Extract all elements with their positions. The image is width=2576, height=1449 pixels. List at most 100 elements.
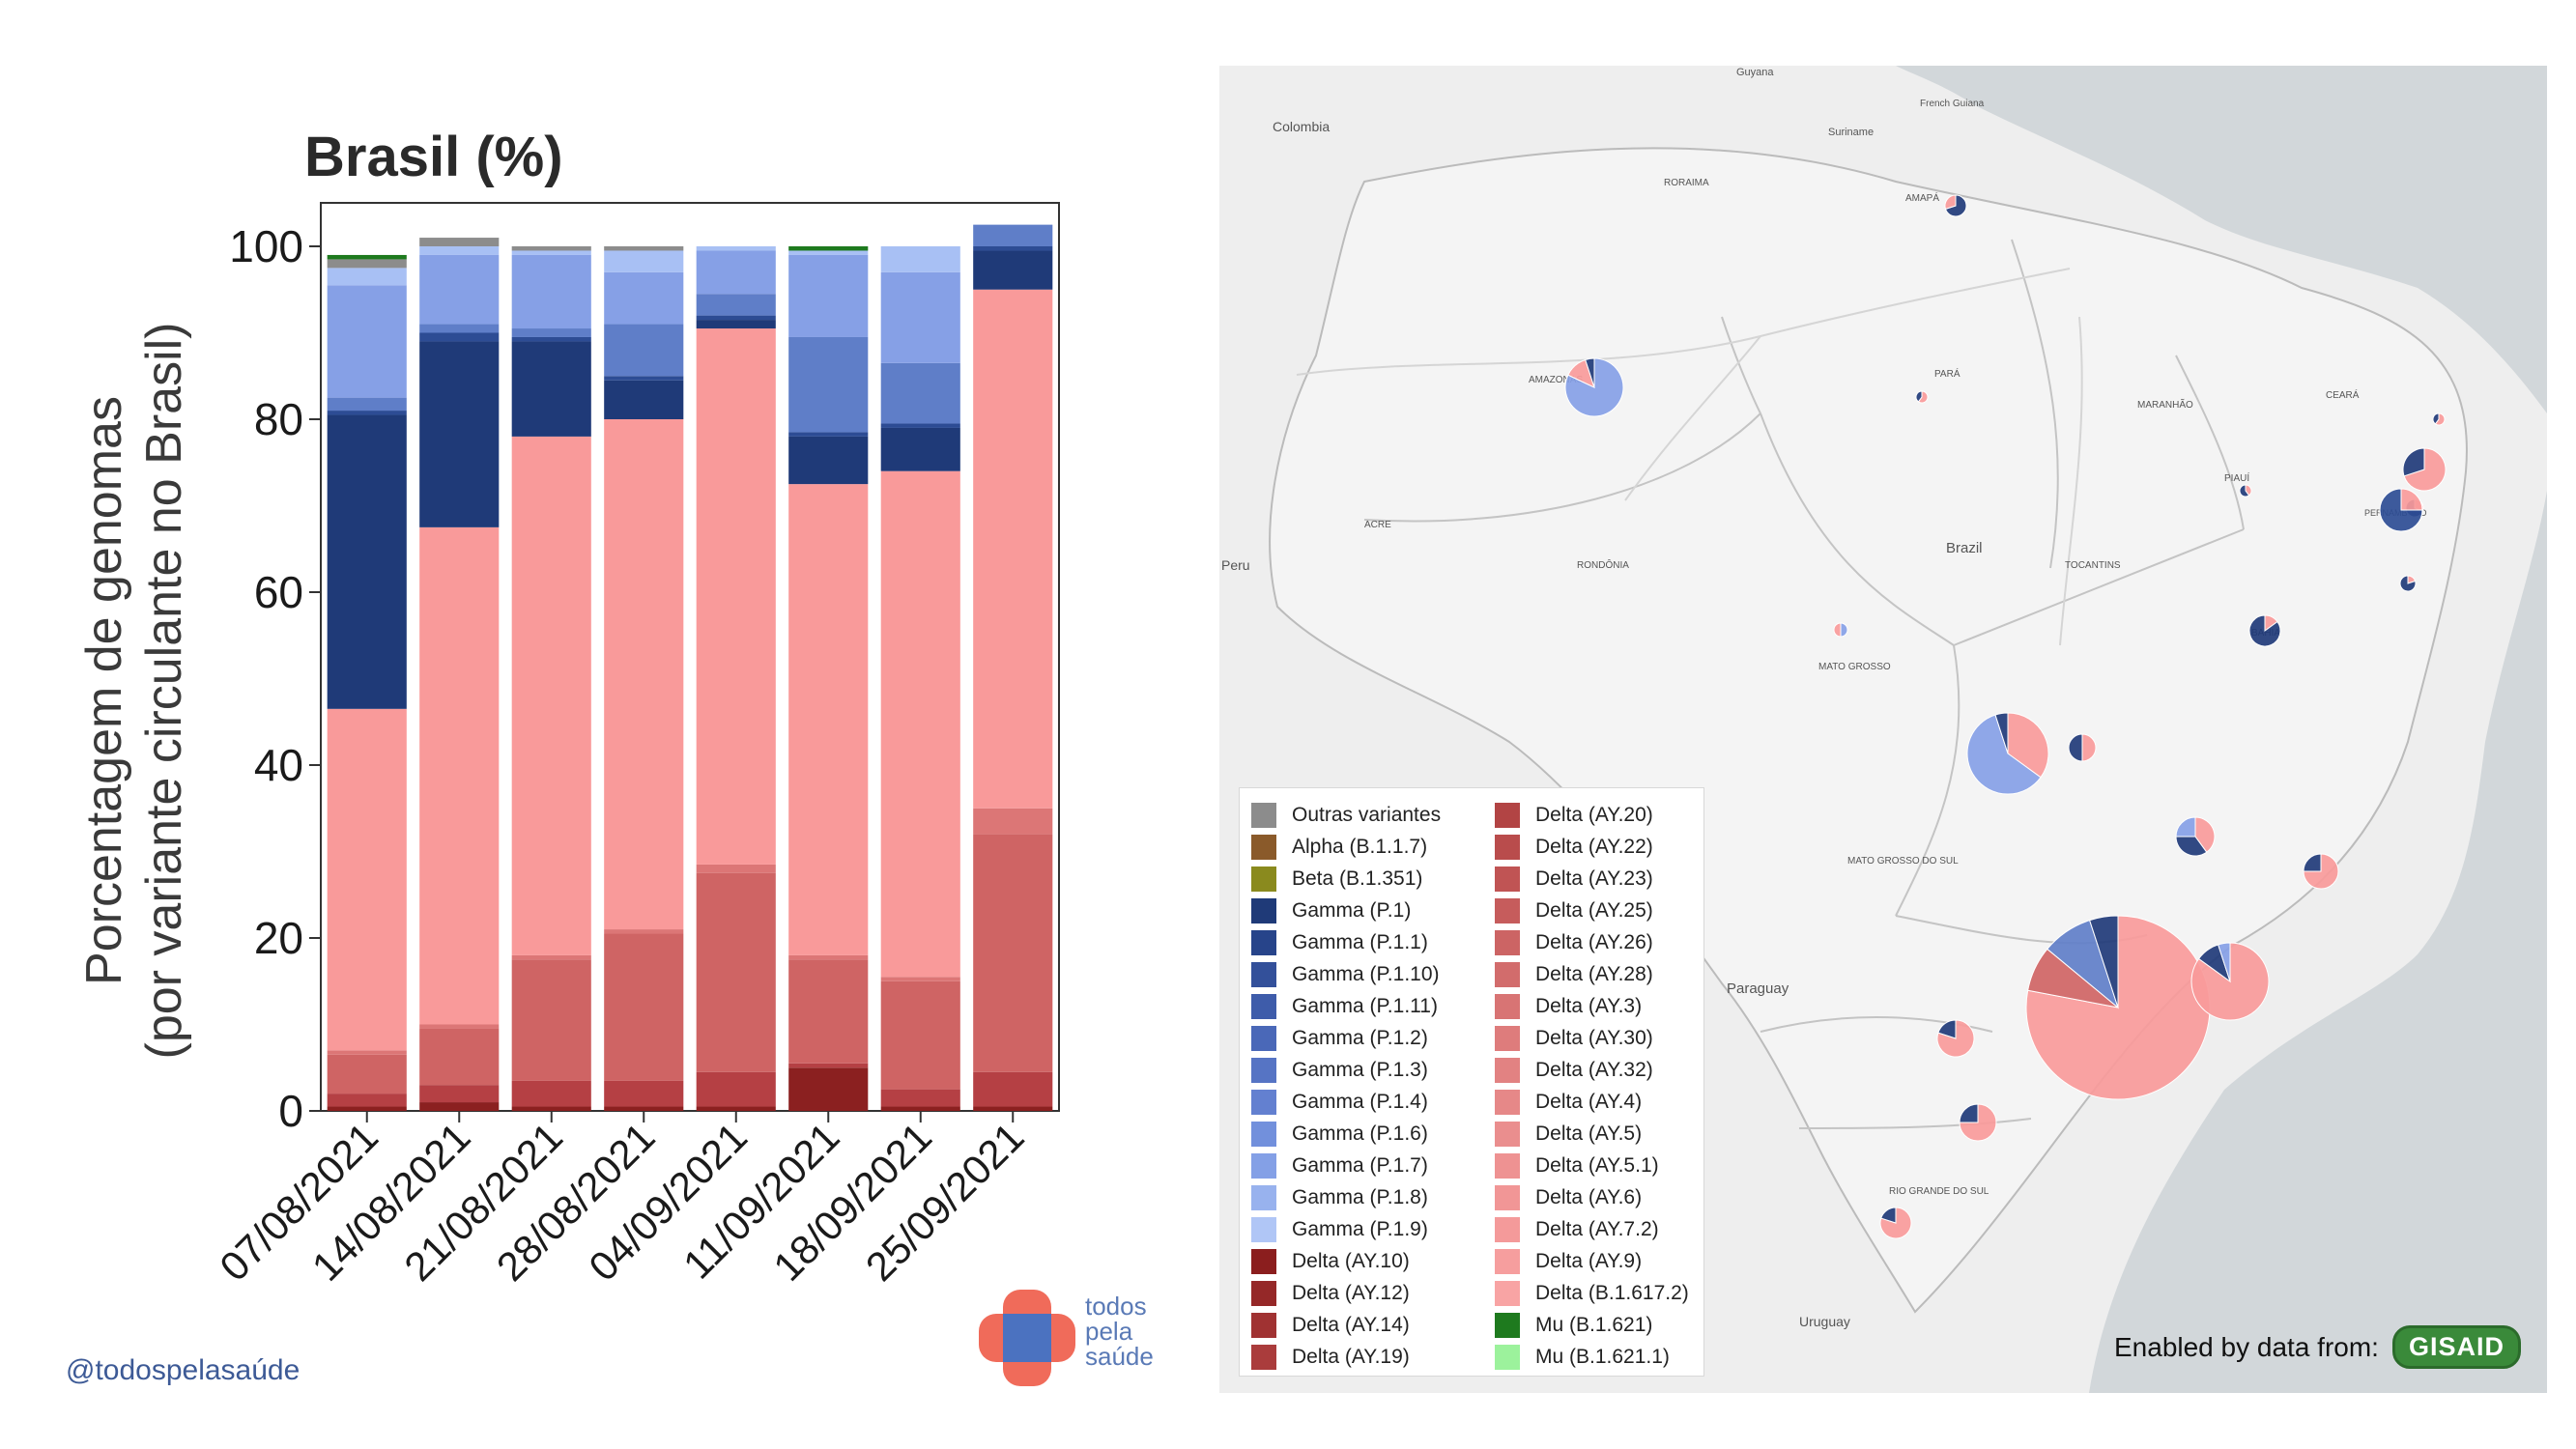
map-pie[interactable]	[2025, 915, 2211, 1100]
map-label: RONDÔNIA	[1577, 558, 1629, 571]
bar-segment	[511, 336, 591, 342]
bar-segment	[696, 328, 776, 865]
map-pie[interactable]	[2379, 488, 2423, 532]
bar-segment	[696, 1071, 776, 1107]
legend-item: Delta (AY.3)	[1495, 991, 1642, 1022]
legend-item: Delta (AY.32)	[1495, 1055, 1653, 1086]
legend-swatch	[1251, 1058, 1276, 1083]
bar-segment	[511, 250, 591, 255]
bar-segment	[973, 289, 1053, 809]
legend-label: Delta (AY.20)	[1535, 804, 1653, 826]
map-label: MATO GROSSO	[1818, 662, 1891, 672]
map-pie[interactable]	[2190, 942, 2270, 1021]
map-pie[interactable]	[1879, 1207, 1912, 1239]
brazil-shape	[1269, 147, 2468, 1314]
legend-item: Gamma (P.1.10)	[1251, 959, 1440, 990]
brazil-variant-map[interactable]: Colombia Guyana Suriname French Guiana Peru B…	[1219, 66, 2547, 1393]
map-pie[interactable]	[2432, 412, 2446, 426]
map-pie[interactable]	[2399, 575, 2417, 592]
pie-slice	[2248, 614, 2281, 647]
legend-item: Gamma (P.1.11)	[1251, 991, 1438, 1022]
legend-label: Gamma (P.1.10)	[1292, 963, 1440, 985]
map-pie[interactable]	[1944, 194, 1967, 217]
map-label: Paraguay	[1727, 980, 1789, 997]
bar-segment	[788, 246, 869, 251]
bar-segment	[511, 954, 591, 960]
map-pie[interactable]	[2175, 816, 2216, 857]
map-pie[interactable]	[1959, 1103, 1997, 1142]
legend-label: Gamma (P.1.1)	[1292, 931, 1428, 953]
logo-text-1: todos	[1085, 1292, 1147, 1321]
legend-item: Delta (AY.30)	[1495, 1023, 1653, 1054]
y-tick-label: 100	[229, 221, 303, 271]
bar-segment	[419, 238, 500, 246]
legend-label: Delta (B.1.617.2)	[1535, 1282, 1689, 1304]
bar-segment	[696, 872, 776, 1072]
legend-label: Gamma (P.1.11)	[1292, 995, 1438, 1017]
map-label: CEARÁ	[2326, 388, 2360, 401]
legend-label: Delta (AY.32)	[1535, 1059, 1653, 1081]
bar-segment	[419, 1024, 500, 1029]
gisaid-logo[interactable]: GISAID	[2391, 1325, 2521, 1369]
bar-segment	[788, 250, 869, 255]
legend-label: Delta (AY.25)	[1535, 899, 1653, 922]
variant-legend: Outras variantes Alpha (B.1.1.7) Beta (B.1…	[1239, 787, 1704, 1377]
bar-segment	[511, 1080, 591, 1107]
bar-segment	[696, 864, 776, 873]
map-pie[interactable]	[1936, 1019, 1975, 1058]
bar-segment	[327, 268, 407, 286]
map-pie[interactable]	[2239, 484, 2252, 497]
bar-segment	[973, 1071, 1053, 1107]
bar-segment	[327, 411, 407, 415]
bar-segment	[973, 246, 1053, 251]
bar-segment	[604, 380, 684, 419]
bar-segment	[880, 362, 960, 424]
logo-text-3: saúde	[1085, 1342, 1154, 1371]
bar-segment	[327, 1106, 407, 1111]
map-pie[interactable]	[2402, 447, 2447, 492]
pie-slice	[1564, 357, 1624, 417]
pie-slice	[1833, 622, 1842, 638]
legend-item: Delta (B.1.617.2)	[1495, 1278, 1689, 1309]
legend-swatch	[1251, 1249, 1276, 1274]
legend-item: Delta (AY.14)	[1251, 1310, 1410, 1341]
bar-segment	[327, 1054, 407, 1094]
legend-label: Delta (AY.5)	[1535, 1122, 1643, 1145]
pie-slice	[2194, 816, 2216, 853]
legend-swatch	[1251, 994, 1276, 1019]
legend-label: Delta (AY.3)	[1535, 995, 1643, 1017]
legend-item: Gamma (P.1.8)	[1251, 1182, 1428, 1213]
bar-segment	[327, 1050, 407, 1055]
legend-label: Delta (AY.10)	[1292, 1250, 1410, 1272]
pie-slice	[2303, 853, 2322, 872]
bar-segment	[973, 808, 1053, 835]
bar-segment	[419, 1102, 500, 1111]
bar-segment	[511, 1106, 591, 1111]
pie-slice	[1880, 1207, 1897, 1224]
legend-label: Gamma (P.1.7)	[1292, 1154, 1428, 1177]
map-pie[interactable]	[2303, 853, 2339, 890]
y-axis-label-line2: (por variante circulante no Brasil)	[136, 323, 192, 1060]
pie-slice	[2218, 942, 2231, 982]
map-pie[interactable]	[1833, 622, 1848, 638]
legend-swatch	[1251, 835, 1276, 860]
map-labels: Colombia Guyana Suriname French Guiana Peru B…	[1221, 67, 2427, 1329]
bar-segment	[973, 834, 1053, 1072]
legend-swatch	[1251, 930, 1276, 955]
y-tick-label: 40	[254, 740, 303, 790]
map-label: Guyana	[1736, 67, 1774, 78]
legend-item: Alpha (B.1.1.7)	[1251, 832, 1427, 863]
legend-swatch	[1251, 1217, 1276, 1242]
map-pie[interactable]	[1966, 712, 2049, 795]
map-pie[interactable]	[1564, 357, 1624, 417]
legend-swatch	[1495, 1313, 1520, 1338]
legend-swatch	[1251, 1281, 1276, 1306]
bars-group	[327, 224, 1053, 1111]
bar-segment	[696, 294, 776, 316]
map-pie[interactable]	[2248, 614, 2281, 647]
map-pie[interactable]	[2068, 733, 2097, 762]
map-pie[interactable]	[1915, 390, 1929, 404]
social-handle: @todospelasaúde	[66, 1354, 301, 1386]
legend-swatch	[1495, 930, 1520, 955]
map-canvas: Colombia Guyana Suriname French Guiana Peru B…	[1221, 66, 2547, 1393]
